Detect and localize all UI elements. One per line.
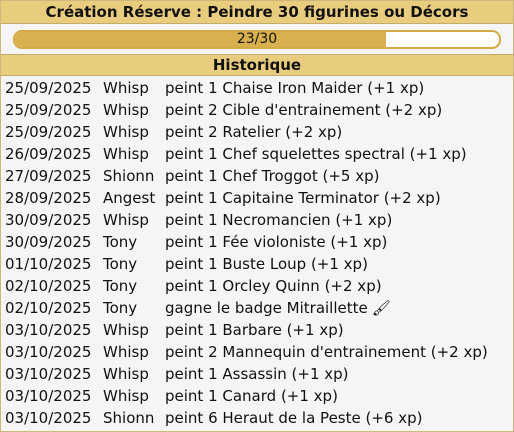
- history-row: 25/09/2025 Whisp peint 1 Chaise Iron Maide…: [1, 77, 513, 99]
- history-date: 27/09/2025: [5, 167, 92, 185]
- history-date: 02/10/2025: [5, 277, 92, 295]
- history-action: peint 1 Canard (+1 xp): [161, 385, 513, 407]
- history-list: 25/09/2025 Whisp peint 1 Chaise Iron Maide…: [1, 76, 513, 429]
- progress-bar: 23/30: [13, 30, 501, 49]
- history-row: 03/10/2025 Whisp peint 2 Mannequin d'entra…: [1, 341, 513, 363]
- history-action: peint 1 Orcley Quinn (+2 xp): [161, 275, 513, 297]
- history-date: 25/09/2025: [5, 101, 92, 119]
- history-row: 27/09/2025 Shionn peint 1 Chef Troggot (+5…: [1, 165, 513, 187]
- history-row: 03/10/2025 Whisp peint 1 Barbare (+1 xp): [1, 319, 513, 341]
- history-action: peint 1 Barbare (+1 xp): [161, 319, 513, 341]
- history-row: 25/09/2025 Whisp peint 2 Ratelier (+2 xp): [1, 121, 513, 143]
- history-user: Whisp: [103, 387, 149, 405]
- history-row: 25/09/2025 Whisp peint 2 Cible d'entrainem…: [1, 99, 513, 121]
- history-action-text: peint 1 Canard (+1 xp): [165, 387, 338, 405]
- history-user: Whisp: [103, 145, 149, 163]
- history-action-text: peint 1 Buste Loup (+1 xp): [165, 255, 368, 273]
- history-title: Historique: [1, 54, 513, 76]
- history-date: 30/09/2025: [5, 233, 92, 251]
- history-date: 03/10/2025: [5, 365, 92, 383]
- history-action: peint 1 Capitaine Terminator (+2 xp): [161, 187, 513, 209]
- history-action: peint 1 Necromancien (+1 xp): [161, 209, 513, 231]
- history-row: 03/10/2025 Whisp peint 1 Canard (+1 xp): [1, 385, 513, 407]
- history-action-text: peint 1 Chef Troggot (+5 xp): [165, 167, 380, 185]
- history-action-text: gagne le badge Mitraillette: [165, 299, 368, 317]
- history-action-text: peint 2 Mannequin d'entrainement (+2 xp): [165, 343, 488, 361]
- history-action-text: peint 1 Necromancien (+1 xp): [165, 211, 393, 229]
- history-row: 26/09/2025 Whisp peint 1 Chef squelettes s…: [1, 143, 513, 165]
- history-action: peint 1 Fée violoniste (+1 xp): [161, 231, 513, 253]
- history-action-text: peint 6 Heraut de la Peste (+6 xp): [165, 409, 423, 427]
- history-action-text: peint 1 Capitaine Terminator (+2 xp): [165, 189, 441, 207]
- history-user: Whisp: [103, 211, 149, 229]
- history-action-text: peint 1 Fée violoniste (+1 xp): [165, 233, 388, 251]
- history-date: 30/09/2025: [5, 211, 92, 229]
- history-action: peint 1 Chef squelettes spectral (+1 xp): [161, 143, 513, 165]
- history-row: 28/09/2025 Angest peint 1 Capitaine Termin…: [1, 187, 513, 209]
- history-action-text: peint 1 Orcley Quinn (+2 xp): [165, 277, 382, 295]
- history-date: 25/09/2025: [5, 79, 92, 97]
- history-action: peint 1 Buste Loup (+1 xp): [161, 253, 513, 275]
- history-user: Shionn: [103, 167, 155, 185]
- history-user: Whisp: [103, 321, 149, 339]
- history-row: 30/09/2025 Tony peint 1 Fée violoniste (+1…: [1, 231, 513, 253]
- progress-section: 23/30: [1, 24, 513, 54]
- history-user: Angest: [103, 189, 156, 207]
- history-user: Tony: [103, 233, 138, 251]
- history-action: peint 2 Ratelier (+2 xp): [161, 121, 513, 143]
- history-action: peint 1 Assassin (+1 xp): [161, 363, 513, 385]
- history-action-text: peint 1 Barbare (+1 xp): [165, 321, 344, 339]
- history-user: Whisp: [103, 365, 149, 383]
- history-date: 03/10/2025: [5, 343, 92, 361]
- challenge-title: Création Réserve : Peindre 30 figurines …: [1, 1, 513, 24]
- history-action: gagne le badge Mitraillette 🖌: [161, 297, 513, 319]
- progress-fill: [15, 32, 387, 47]
- history-row: 03/10/2025 Shionn peint 6 Heraut de la Pes…: [1, 407, 513, 429]
- history-action-text: peint 1 Chef squelettes spectral (+1 xp): [165, 145, 467, 163]
- history-action: peint 6 Heraut de la Peste (+6 xp): [161, 407, 513, 429]
- history-date: 01/10/2025: [5, 255, 92, 273]
- history-user: Whisp: [103, 343, 149, 361]
- progress-label: 23/30: [236, 31, 278, 47]
- history-row: 01/10/2025 Tony peint 1 Buste Loup (+1 xp): [1, 253, 513, 275]
- history-user: Whisp: [103, 123, 149, 141]
- history-user: Whisp: [103, 101, 149, 119]
- history-date: 26/09/2025: [5, 145, 92, 163]
- history-action: peint 2 Cible d'entrainement (+2 xp): [161, 99, 513, 121]
- history-date: 28/09/2025: [5, 189, 92, 207]
- history-row: 02/10/2025 Tony peint 1 Orcley Quinn (+2 x…: [1, 275, 513, 297]
- history-row: 02/10/2025 Tony gagne le badge Mitraillett…: [1, 297, 513, 319]
- history-date: 25/09/2025: [5, 123, 92, 141]
- paintbrush-icon: 🖌: [371, 299, 391, 317]
- history-user: Tony: [103, 299, 138, 317]
- history-row: 03/10/2025 Whisp peint 1 Assassin (+1 xp): [1, 363, 513, 385]
- history-action: peint 1 Chaise Iron Maider (+1 xp): [161, 77, 513, 99]
- history-action: peint 2 Mannequin d'entrainement (+2 xp): [161, 341, 513, 363]
- history-action-text: peint 2 Ratelier (+2 xp): [165, 123, 343, 141]
- history-action-text: peint 1 Chaise Iron Maider (+1 xp): [165, 79, 425, 97]
- history-action: peint 1 Chef Troggot (+5 xp): [161, 165, 513, 187]
- history-date: 03/10/2025: [5, 321, 92, 339]
- history-date: 03/10/2025: [5, 387, 92, 405]
- history-date: 02/10/2025: [5, 299, 92, 317]
- history-action-text: peint 1 Assassin (+1 xp): [165, 365, 349, 383]
- history-user: Tony: [103, 277, 138, 295]
- history-date: 03/10/2025: [5, 409, 92, 427]
- history-user: Tony: [103, 255, 138, 273]
- history-user: Shionn: [103, 409, 155, 427]
- history-action-text: peint 2 Cible d'entrainement (+2 xp): [165, 101, 443, 119]
- history-user: Whisp: [103, 79, 149, 97]
- history-row: 30/09/2025 Whisp peint 1 Necromancien (+1 …: [1, 209, 513, 231]
